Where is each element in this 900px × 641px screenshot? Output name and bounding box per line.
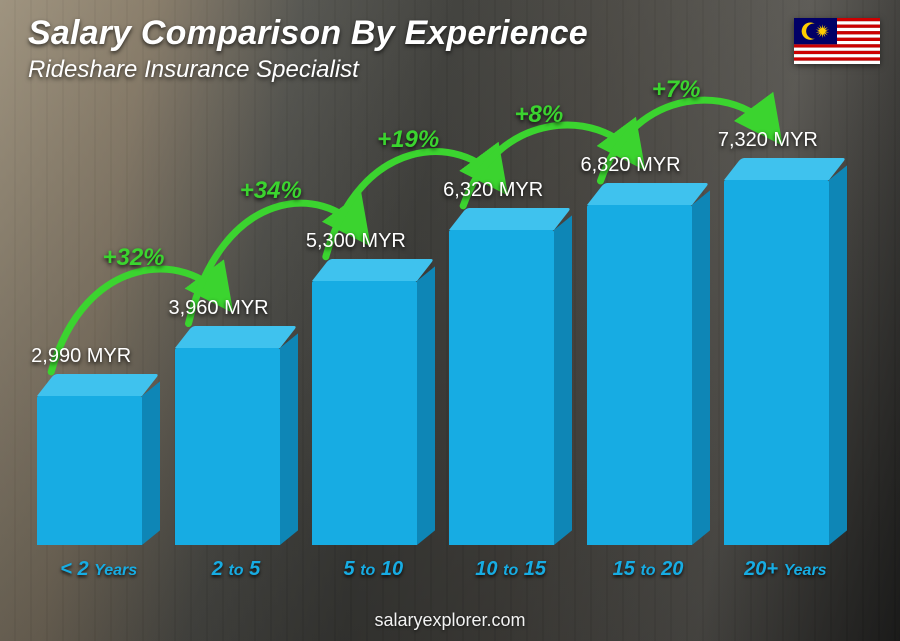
x-axis-label: 20+ Years — [717, 558, 854, 581]
bar — [449, 230, 554, 545]
increase-percent: +8% — [514, 101, 563, 129]
value-label: 6,820 MYR — [581, 154, 681, 177]
increase-percent: +19% — [377, 126, 439, 154]
bars-area — [30, 110, 854, 545]
x-axis-label: 5 to 10 — [305, 558, 442, 581]
bar — [724, 180, 829, 545]
malaysia-flag-icon — [794, 18, 880, 64]
x-axis-labels: < 2 Years2 to 55 to 1010 to 1515 to 2020… — [30, 551, 854, 581]
x-axis-label: 15 to 20 — [579, 558, 716, 581]
increase-percent: +34% — [240, 177, 302, 205]
x-axis-label: < 2 Years — [30, 558, 167, 581]
x-axis-label: 10 to 15 — [442, 558, 579, 581]
footer-site: salaryexplorer.com — [0, 610, 900, 631]
bar — [587, 205, 692, 545]
value-label: 7,320 MYR — [718, 129, 818, 152]
increase-percent: +7% — [652, 76, 701, 104]
increase-percent: +32% — [102, 244, 164, 272]
page-subtitle: Rideshare Insurance Specialist — [28, 56, 359, 84]
value-label: 5,300 MYR — [306, 230, 406, 253]
value-label: 2,990 MYR — [31, 345, 131, 368]
page-title: Salary Comparison By Experience — [28, 14, 588, 53]
infographic-stage: Salary Comparison By Experience Rideshar… — [0, 0, 900, 641]
value-label: 3,960 MYR — [169, 297, 269, 320]
salary-bar-chart: < 2 Years2 to 55 to 1010 to 1515 to 2020… — [30, 110, 854, 581]
x-axis-label: 2 to 5 — [167, 558, 304, 581]
value-label: 6,320 MYR — [443, 179, 543, 202]
bar — [37, 396, 142, 545]
bar — [175, 348, 280, 545]
bar — [312, 281, 417, 545]
